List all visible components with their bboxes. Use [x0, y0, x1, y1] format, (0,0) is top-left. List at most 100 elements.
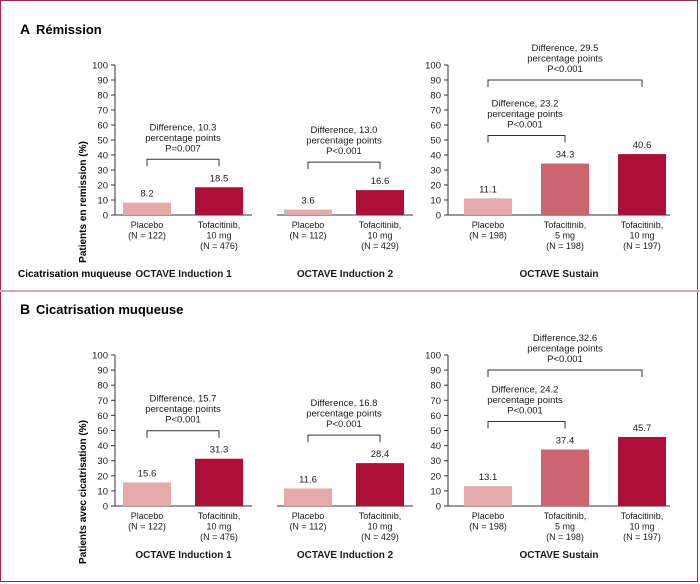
bar: [284, 209, 332, 215]
bar-value-label: 40.6: [633, 140, 652, 151]
y-tick-label: 10: [430, 196, 441, 207]
bar-value-label: 28.4: [371, 449, 390, 460]
category-label: (N = 429): [361, 532, 399, 542]
bar-value-label: 16.6: [371, 176, 390, 187]
category-label: Tofacitinib,: [198, 511, 241, 521]
bar: [464, 486, 512, 506]
bar: [618, 154, 666, 215]
y-tick-label: 40: [430, 441, 441, 452]
category-label: 10 mg: [367, 522, 392, 532]
study-title: OCTAVE Induction 1: [135, 269, 232, 280]
category-label: Tofacitinib,: [621, 220, 664, 230]
y-tick-label: 40: [97, 151, 108, 162]
y-tick-label: 60: [430, 121, 441, 132]
y-tick-label: 80: [97, 381, 108, 392]
category-label: (N = 197): [623, 241, 661, 251]
category-label: 10 mg: [367, 231, 392, 241]
y-tick-label: 30: [97, 456, 108, 467]
comparison-label: Difference, 23.2: [492, 99, 559, 110]
category-label: Placebo: [472, 220, 505, 230]
bar: [195, 187, 243, 215]
y-tick-label: 10: [97, 486, 108, 497]
category-label: Tofacitinib,: [544, 511, 587, 521]
y-tick-label: 0: [103, 502, 108, 513]
comparison-label: Difference, 10.3: [150, 122, 217, 133]
comparison-label: percentage points: [487, 109, 563, 120]
y-tick-label: 40: [430, 151, 441, 162]
category-label: 10 mg: [206, 522, 231, 532]
y-tick-label: 70: [97, 106, 108, 117]
y-tick-label: 70: [97, 396, 108, 407]
chart-4: 0 10 20 30 40 50 60 70 80 90 100 15.6 Placebo(N = 12…: [92, 351, 252, 561]
category-label: Tofacitinib,: [359, 220, 402, 230]
panel-a-cross-label: Cicatrisation muqueuse: [18, 269, 132, 280]
bar-value-label: 8.2: [140, 189, 153, 200]
y-tick-label: 0: [436, 211, 441, 222]
category-label: (N = 112): [289, 231, 326, 241]
comparison-bracket: [146, 158, 220, 167]
comparison-label: P<0.001: [326, 146, 362, 157]
chart-5: 11.6 Placebo(N = 112) 28.4 Tofacitinib,10 m…: [277, 398, 413, 561]
comparison-label: P<0.001: [547, 64, 583, 75]
category-label: Tofacitinib,: [198, 220, 241, 230]
category-label: (N = 122): [128, 522, 166, 532]
comparison-label: Difference, 16.8: [311, 398, 378, 409]
category-label: Tofacitinib,: [359, 511, 402, 521]
panel-b-letter: B: [20, 301, 30, 317]
y-tick-label: 30: [430, 456, 441, 467]
y-tick-label: 80: [430, 381, 441, 392]
y-tick-label: 30: [430, 166, 441, 177]
category-label: 10 mg: [206, 231, 231, 241]
category-label: (N = 112): [289, 522, 326, 532]
y-tick-label: 10: [430, 486, 441, 497]
category-label: Placebo: [131, 511, 164, 521]
y-tick-label: 100: [425, 351, 441, 362]
bar-value-label: 3.6: [301, 196, 314, 207]
comparison-bracket: [487, 79, 643, 87]
comparison-label: P<0.001: [547, 354, 583, 365]
comparison-label: P<0.001: [507, 406, 543, 417]
comparison-label: percentage points: [527, 54, 603, 65]
category-label: (N = 429): [361, 241, 399, 251]
study-title: OCTAVE Sustain: [519, 550, 598, 561]
category-label: 5 mg: [555, 231, 575, 241]
study-title: OCTAVE Sustain: [519, 269, 598, 280]
y-tick-label: 100: [425, 61, 441, 72]
category-label: 10 mg: [629, 522, 654, 532]
comparison-label: Difference,32.6: [533, 333, 597, 344]
y-tick-label: 50: [97, 136, 108, 147]
y-tick-label: 70: [430, 396, 441, 407]
bar: [356, 190, 404, 215]
y-tick-label: 70: [430, 106, 441, 117]
comparison-bracket: [307, 161, 381, 170]
category-label: (N = 198): [469, 231, 507, 241]
comparison-bracket: [487, 369, 643, 377]
y-tick-label: 80: [97, 91, 108, 102]
y-tick-label: 60: [97, 121, 108, 132]
comparison-label: Difference, 29.5: [532, 43, 599, 54]
bar: [618, 436, 666, 506]
comparison-bracket: [146, 430, 220, 438]
category-label: (N = 476): [200, 241, 238, 251]
bar: [541, 163, 589, 215]
comparison-label: percentage points: [487, 395, 563, 406]
category-label: (N = 198): [546, 532, 584, 542]
category-label: 10 mg: [629, 231, 654, 241]
y-tick-label: 20: [97, 471, 108, 482]
bar: [356, 463, 404, 506]
bar-value-label: 15.6: [138, 468, 157, 479]
panel-b-ylabel: Patients avec cicatrisation (%): [78, 420, 89, 564]
y-tick-label: 100: [92, 351, 108, 362]
panel-divider: [0, 290, 700, 292]
y-tick-label: 60: [97, 411, 108, 422]
chart-2: 3.6 Placebo(N = 112) 16.6 Tofacitinib,10 mg…: [277, 125, 413, 280]
y-tick-label: 0: [436, 502, 441, 513]
y-tick-label: 20: [97, 181, 108, 192]
y-tick-label: 100: [92, 61, 108, 72]
y-tick-label: 90: [97, 366, 108, 377]
bar-value-label: 37.4: [556, 436, 575, 447]
y-tick-label: 90: [430, 366, 441, 377]
